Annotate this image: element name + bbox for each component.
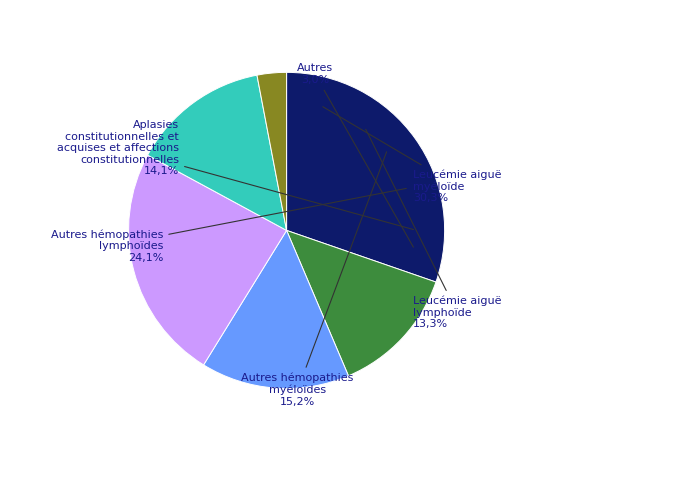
Wedge shape (203, 230, 348, 388)
Text: Aplasies
constitutionnelles et
acquises et affections
constitutionnelles
14,1%: Aplasies constitutionnelles et acquises … (57, 120, 414, 229)
Wedge shape (257, 72, 287, 230)
Text: Autres
3,0%: Autres 3,0% (297, 63, 413, 247)
Wedge shape (287, 72, 445, 282)
Text: Autres hémopathies
myéloïdes
15,2%: Autres hémopathies myéloïdes 15,2% (241, 152, 387, 407)
Text: Autres hémopathies
lymphoïdes
24,1%: Autres hémopathies lymphoïdes 24,1% (51, 189, 406, 263)
Wedge shape (287, 230, 436, 376)
Wedge shape (129, 155, 287, 365)
Text: Leucémie aiguë
myéloïde
30,3%: Leucémie aiguë myéloïde 30,3% (323, 107, 501, 204)
Wedge shape (147, 75, 287, 230)
Text: Leucémie aiguë
lymphoïde
13,3%: Leucémie aiguë lymphoïde 13,3% (366, 129, 501, 329)
